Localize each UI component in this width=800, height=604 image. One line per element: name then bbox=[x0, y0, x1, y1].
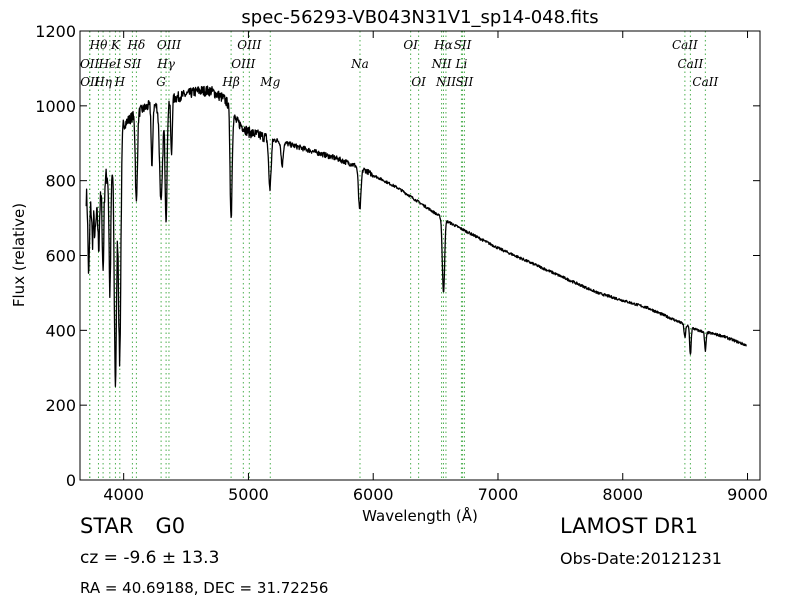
survey-name: LAMOST DR1 bbox=[560, 514, 699, 538]
x-tick-label: 5000 bbox=[228, 485, 269, 504]
y-tick-label: 1000 bbox=[35, 97, 76, 116]
spectral-line-label: Hη bbox=[93, 75, 112, 89]
x-tick-label: 9000 bbox=[727, 485, 768, 504]
spectral-line-label: SII bbox=[454, 38, 472, 52]
observation-date: Obs-Date:20121231 bbox=[560, 549, 722, 568]
x-tick-label: 7000 bbox=[478, 485, 519, 504]
axis-ticks: 4000 5000 6000 7000 8000 9000 0 200 400 600 800 100… bbox=[35, 22, 768, 504]
y-tick-label: 400 bbox=[45, 321, 76, 340]
spectral-line-label: H bbox=[114, 75, 126, 89]
spectral-line-label: CaII bbox=[692, 75, 718, 89]
spectral-line-label: CaII bbox=[677, 57, 703, 71]
spectral-line-labels: OII OII Hθ Hη HeI K H SII Hδ G Hγ OIII Hβ OIII OIII Mg N… bbox=[80, 38, 719, 89]
chart-title: spec-56293-VB043N31V1_sp14-048.fits bbox=[241, 7, 598, 28]
plot-frame bbox=[79, 30, 761, 481]
spectral-line-label: OI bbox=[411, 75, 426, 89]
subclass: G0 bbox=[155, 514, 186, 538]
spectral-line-label: OII bbox=[80, 75, 100, 89]
spectral-class: STAR G0 bbox=[80, 514, 207, 538]
redshift-readout: cz = -9.6 ± 13.3 bbox=[80, 548, 220, 568]
spectral-line-label: NII bbox=[431, 57, 452, 71]
spectral-line-label: OIII bbox=[157, 38, 181, 52]
spectral-line-label: OIII bbox=[237, 38, 261, 52]
spectral-line-label: Li bbox=[455, 57, 468, 71]
y-tick-label: 200 bbox=[45, 396, 76, 415]
x-tick-label: 4000 bbox=[103, 485, 144, 504]
spectral-line-label: Na bbox=[350, 57, 369, 71]
spectral-line-label: OIII bbox=[231, 57, 255, 71]
y-tick-label: 600 bbox=[45, 247, 76, 266]
spectral-line-label: SII bbox=[124, 57, 142, 71]
spectrum-line bbox=[85, 85, 747, 388]
spectral-line-label: Hα bbox=[433, 38, 453, 52]
object-type: STAR bbox=[80, 514, 134, 538]
spectral-line-markers bbox=[89, 31, 706, 480]
spectral-line-label: Hδ bbox=[127, 38, 146, 52]
spectral-line-label: OI bbox=[403, 38, 418, 52]
spectral-line-label: Mg bbox=[259, 75, 280, 89]
coordinates-readout: RA = 40.69188, DEC = 31.72256 bbox=[80, 579, 329, 597]
y-tick-label: 1200 bbox=[35, 22, 76, 41]
x-tick-label: 8000 bbox=[602, 485, 643, 504]
x-tick-label: 6000 bbox=[353, 485, 394, 504]
x-axis-label: Wavelength (Å) bbox=[362, 506, 478, 525]
y-tick-label: 0 bbox=[66, 471, 76, 490]
spectral-line-label: K bbox=[110, 38, 121, 52]
y-tick-label: 800 bbox=[45, 172, 76, 191]
spectral-line-label: Hθ bbox=[89, 38, 108, 52]
spectral-line-label: NII bbox=[435, 75, 456, 89]
spectral-line-label: Hβ bbox=[221, 75, 239, 89]
y-axis-label: Flux (relative) bbox=[10, 203, 28, 307]
spectral-line-label: Hγ bbox=[156, 57, 175, 71]
spectral-line-label: OII bbox=[80, 57, 100, 71]
spectral-line-label: HeI bbox=[98, 57, 122, 71]
spectral-line-label: SII bbox=[456, 75, 474, 89]
spectral-line-label: CaII bbox=[672, 38, 698, 52]
spectral-line-label: G bbox=[156, 75, 166, 89]
